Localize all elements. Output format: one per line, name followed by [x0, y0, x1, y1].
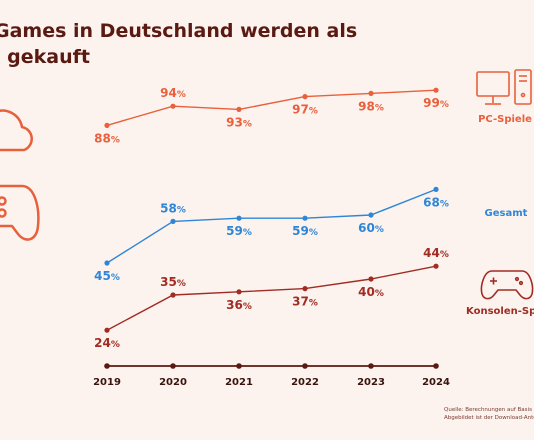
- data-label-gesamt-2021: 59%: [226, 224, 252, 238]
- x-axis-marker-2024: [433, 363, 439, 369]
- series-label-gesamt: Gesamt: [485, 208, 528, 219]
- x-axis-marker-2019: [104, 363, 110, 369]
- cloud-icon: [0, 109, 33, 152]
- data-label-konsole-2023: 40%: [358, 285, 384, 299]
- data-point-pc-2021: [236, 106, 242, 112]
- data-label-gesamt-2024: 68%: [423, 195, 449, 209]
- source-line-1: Quelle: Berechnungen auf Basis: [444, 407, 532, 413]
- source-line-2: Abgebildet ist der Download-Anteil an: [444, 415, 534, 421]
- data-point-gesamt-2021: [236, 215, 242, 221]
- x-axis-marker-2021: [236, 363, 242, 369]
- data-point-konsole-2023: [368, 276, 374, 282]
- data-label-gesamt-2023: 60%: [358, 221, 384, 235]
- data-label-pc-2019: 88%: [94, 131, 120, 145]
- data-label-gesamt-2020: 58%: [160, 201, 186, 215]
- data-point-pc-2024: [433, 87, 439, 93]
- data-label-konsole-2020: 35%: [160, 275, 186, 289]
- title-line-2: l gekauft: [0, 46, 90, 68]
- data-point-konsole-2020: [170, 292, 176, 298]
- data-point-konsole-2024: [433, 263, 439, 269]
- series-line-gesamt: [106, 188, 437, 264]
- x-tick-label-2021: 2021: [225, 377, 253, 388]
- data-point-konsole-2022: [302, 286, 308, 292]
- series-line-pc: [106, 89, 437, 127]
- data-point-gesamt-2020: [170, 218, 176, 224]
- data-point-konsole-2021: [236, 289, 242, 295]
- data-point-pc-2019: [104, 122, 110, 128]
- data-point-pc-2023: [368, 90, 374, 96]
- series-pc: 88% 94% 93% 97% 98% 99%: [94, 86, 449, 145]
- data-point-gesamt-2023: [368, 212, 374, 218]
- x-tick-label-2024: 2024: [422, 377, 450, 388]
- gamepad-icon: [0, 184, 40, 241]
- data-point-gesamt-2024: [433, 186, 439, 192]
- series-gesamt: 45% 58% 59% 59% 60% 68%: [94, 186, 449, 283]
- data-label-gesamt-2019: 45%: [94, 269, 120, 283]
- data-point-gesamt-2019: [104, 260, 110, 266]
- x-tick-label-2019: 2019: [93, 377, 121, 388]
- data-label-konsole-2021: 36%: [226, 298, 252, 312]
- console-gamepad-icon: [480, 270, 534, 300]
- x-tick-label-2020: 2020: [159, 377, 187, 388]
- data-label-pc-2023: 98%: [358, 99, 384, 113]
- data-label-pc-2022: 97%: [292, 103, 318, 117]
- title-line-1: Games in Deutschland werden als: [0, 20, 358, 42]
- data-point-pc-2020: [170, 103, 176, 109]
- x-axis-marker-2020: [170, 363, 176, 369]
- data-point-gesamt-2022: [302, 215, 308, 221]
- x-axis-marker-2022: [302, 363, 308, 369]
- chart-title: Games in Deutschland werden als l gekauf…: [0, 18, 374, 70]
- computer-icon: [476, 69, 532, 105]
- series-konsole: 24% 35% 36% 37% 40% 44%: [94, 246, 449, 350]
- data-label-pc-2020: 94%: [160, 86, 186, 100]
- data-label-gesamt-2022: 59%: [292, 224, 318, 238]
- series-label-konsole: Konsolen-Spie: [466, 306, 534, 317]
- x-axis-marker-2023: [368, 363, 374, 369]
- data-point-pc-2022: [302, 94, 308, 100]
- x-tick-label-2022: 2022: [291, 377, 319, 388]
- data-label-konsole-2022: 37%: [292, 295, 318, 309]
- data-point-konsole-2019: [104, 327, 110, 333]
- x-tick-label-2023: 2023: [357, 377, 385, 388]
- data-label-konsole-2024: 44%: [423, 246, 449, 260]
- series-label-pc: PC-Spiele: [478, 114, 532, 125]
- data-label-pc-2024: 99%: [423, 96, 449, 110]
- data-label-pc-2021: 93%: [226, 115, 252, 129]
- data-label-konsole-2019: 24%: [94, 336, 120, 350]
- source-note: Quelle: Berechnungen auf Basis Abgebilde…: [444, 406, 534, 422]
- series-line-konsole: [106, 265, 437, 331]
